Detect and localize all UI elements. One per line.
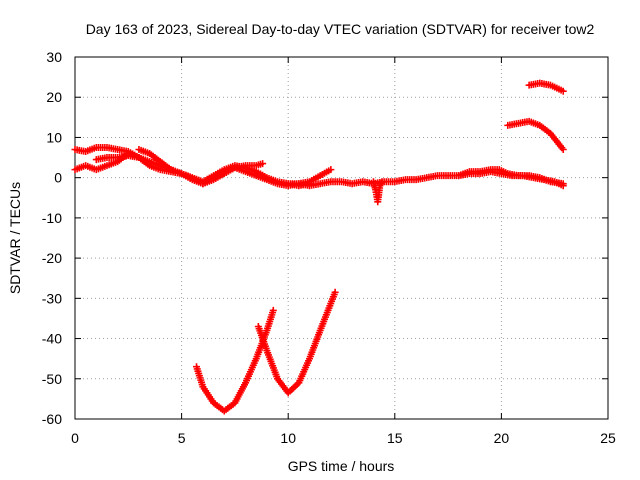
x-tick-label: 0 (71, 430, 79, 446)
data-point (378, 178, 386, 186)
y-tick-label: 0 (54, 170, 62, 186)
y-tick-label: -10 (42, 210, 62, 226)
data-point (559, 146, 567, 154)
x-tick-label: 15 (387, 430, 403, 446)
series-arc-7 (369, 178, 386, 206)
data-point (559, 180, 567, 188)
y-tick-label: -50 (42, 371, 62, 387)
series-arc-10 (193, 306, 277, 415)
series-arc-6 (455, 166, 567, 188)
x-tick-label: 5 (178, 430, 186, 446)
data-point (559, 87, 567, 95)
y-axis: -60 -50 -40 -30 -20 -10 0 10 20 30 (42, 49, 608, 427)
grid (75, 57, 608, 419)
y-tick-label: -30 (42, 290, 62, 306)
series-arc-8 (504, 117, 567, 154)
data-point (327, 166, 335, 174)
x-tick-label: 20 (494, 430, 510, 446)
y-tick-label: 20 (46, 89, 62, 105)
x-axis: 0 5 10 15 20 25 (71, 57, 616, 446)
data-point (269, 306, 277, 314)
x-tick-label: 25 (600, 430, 616, 446)
y-axis-label: SDTVAR / TECUs (7, 182, 23, 294)
y-tick-label: -40 (42, 331, 62, 347)
y-tick-label: 10 (46, 129, 62, 145)
data-point (331, 288, 339, 296)
plot-border (74, 56, 609, 420)
data-marks (71, 79, 567, 415)
y-tick-label: -60 (42, 411, 62, 427)
y-tick-label: 30 (46, 49, 62, 65)
chart-title: Day 163 of 2023, Sidereal Day-to-day VTE… (86, 21, 595, 37)
x-tick-label: 10 (280, 430, 296, 446)
series-arc-9 (525, 79, 567, 95)
y-tick-label: -20 (42, 250, 62, 266)
series-arc-11 (254, 288, 339, 397)
data-point (259, 160, 267, 168)
x-axis-label: GPS time / hours (288, 458, 395, 474)
